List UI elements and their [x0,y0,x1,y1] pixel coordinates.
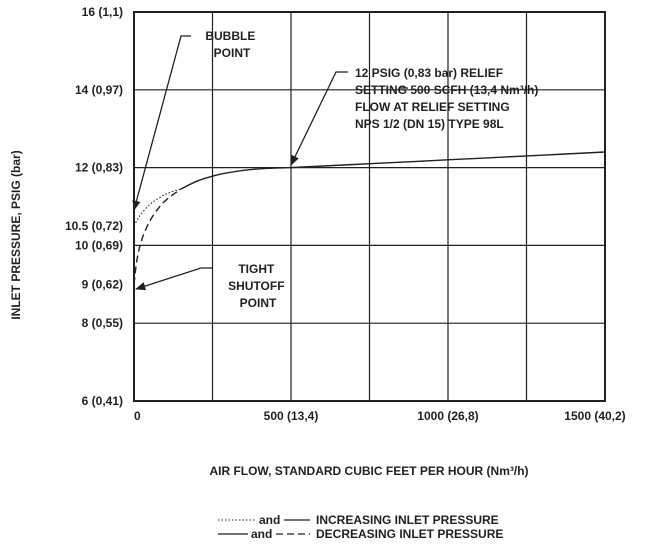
y-tick-label: 8 (0,55) [82,316,123,330]
x-tick-label: 500 (13,4) [264,409,319,423]
y-tick-label: 9 (0,62) [82,277,123,291]
x-tick-labels: 0 500 (13,4) 1000 (26,8) 1500 (40,2) [134,409,626,423]
tight-shutoff-label: TIGHT SHUTOFF POINT [228,262,288,310]
relief-setting-label: 12 PSIG (0,83 bar) RELIEF SETTING 500 SC… [355,66,542,131]
y-axis-title: INLET PRESSURE, PSIG (bar) [9,150,23,319]
bubble-point-label: BUBBLE POINT [205,29,258,60]
x-tick-label: 1500 (40,2) [564,409,625,423]
x-tick-label: 1000 (26,8) [417,409,478,423]
relief-setting-leader [290,71,348,166]
relief-line-2: SETTING 500 SCFH (13,4 Nm³/h) [355,83,538,97]
legend: and INCREASING INLET PRESSURE and DECREA… [218,513,503,541]
annotation-tight-shutoff: TIGHT SHUTOFF POINT [135,262,288,310]
y-tick-label: 14 (0,97) [75,83,123,97]
tight-shutoff-line-2: SHUTOFF [228,279,284,293]
x-tick-label: 0 [134,409,141,423]
legend-decreasing-and: and [251,527,272,541]
legend-entry-decreasing: and DECREASING INLET PRESSURE [218,527,503,541]
solid-series-line [180,151,606,190]
y-tick-label: 16 (1,1) [82,5,123,19]
legend-increasing-label: INCREASING INLET PRESSURE [316,513,499,527]
annotation-bubble-point: BUBBLE POINT [132,29,258,212]
x-axis-title: AIR FLOW, STANDARD CUBIC FEET PER HOUR (… [209,464,528,478]
legend-entry-increasing: and INCREASING INLET PRESSURE [218,513,499,527]
y-tick-labels: 16 (1,1) 14 (0,97) 12 (0,83) 10.5 (0,72) 10 … [65,5,123,408]
legend-decreasing-label: DECREASING INLET PRESSURE [316,527,503,541]
y-tick-label: 12 (0,83) [75,161,123,175]
bubble-point-line-1: BUBBLE [205,29,255,43]
bubble-point-line-2: POINT [214,46,251,60]
y-tick-label: 10.5 (0,72) [65,219,123,233]
data-series [133,151,606,285]
y-tick-label: 6 (0,41) [82,394,123,408]
relief-line-1: 12 PSIG (0,83 bar) RELIEF [355,66,503,80]
y-tick-label: 10 (0,69) [75,238,123,252]
tight-shutoff-line-3: POINT [240,296,277,310]
dotted-series-line [133,188,182,227]
bubble-point-leader [132,35,191,212]
tight-shutoff-line-1: TIGHT [238,262,275,276]
legend-increasing-and: and [259,513,280,527]
dashed-series-line [133,188,182,285]
relief-line-3: FLOW AT RELIEF SETTING [355,100,510,114]
relief-line-4: NPS 1/2 (DN 15) TYPE 98L [355,117,504,131]
annotation-relief-setting: 12 PSIG (0,83 bar) RELIEF SETTING 500 SC… [290,66,542,166]
tight-shutoff-leader [135,267,213,291]
gridlines [134,12,605,401]
